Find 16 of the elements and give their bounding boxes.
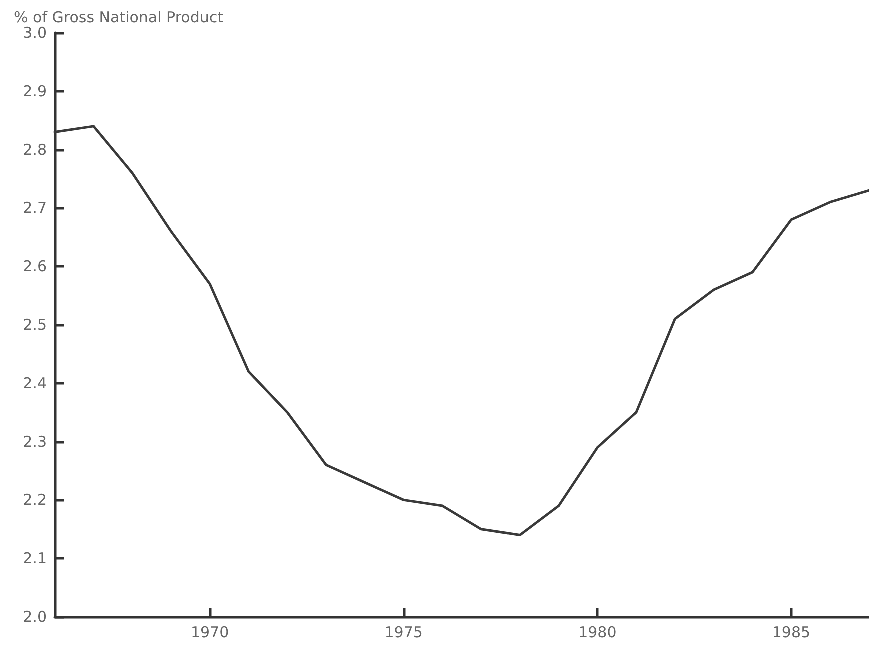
y-tick-label: 2.2 — [23, 491, 47, 510]
y-tick-label: 2.0 — [23, 608, 47, 626]
x-tick-label: 1970 — [190, 624, 230, 642]
y-tick-label: 2.1 — [23, 550, 47, 568]
y-tick-label: 3.0 — [23, 24, 47, 42]
y-axis-title: % of Gross National Product — [14, 8, 224, 26]
y-tick-label: 2.8 — [23, 140, 47, 159]
x-tick-label: 1980 — [578, 624, 617, 642]
y-tick-label: 2.6 — [23, 258, 47, 276]
y-tick-label: 2.7 — [23, 199, 47, 218]
y-tick-label: 2.3 — [23, 432, 47, 451]
y-tick-label: 2.5 — [23, 316, 47, 334]
x-tick-label: 1985 — [772, 624, 811, 642]
y-tick-label: 2.4 — [23, 374, 47, 392]
x-tick-label: 1975 — [384, 624, 423, 642]
y-tick-label: 2.9 — [23, 82, 47, 100]
